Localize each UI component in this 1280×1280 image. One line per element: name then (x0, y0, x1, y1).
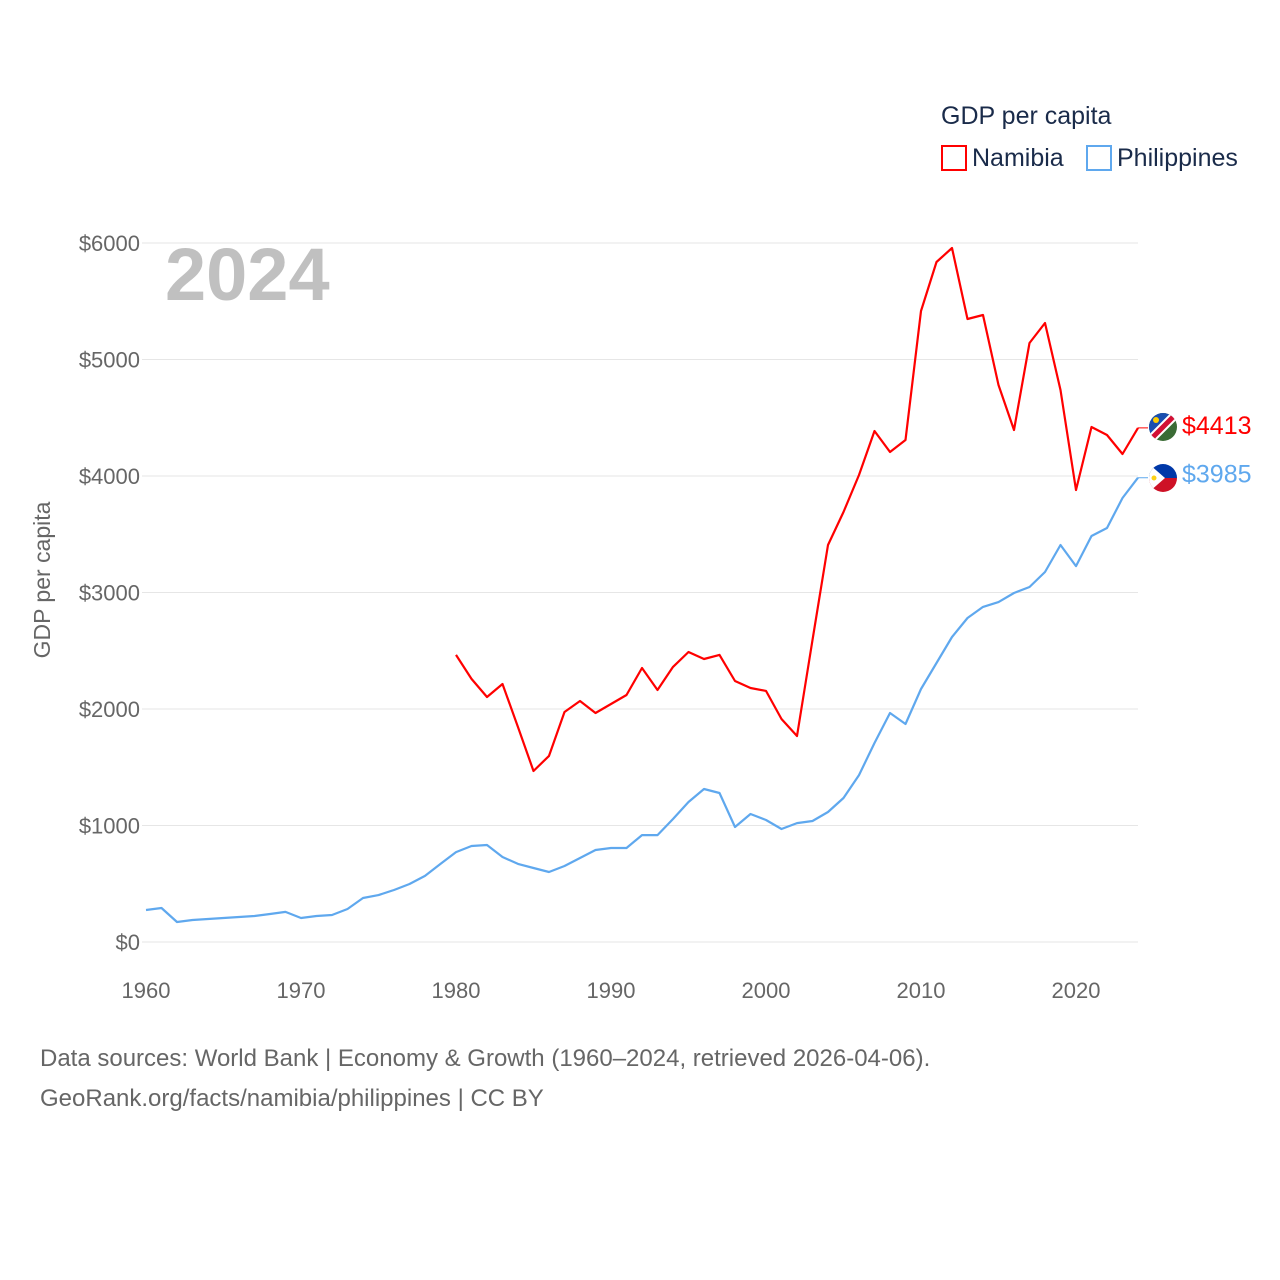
x-tick-label: 1990 (587, 978, 636, 1003)
x-tick-label: 2020 (1052, 978, 1101, 1003)
namibia-flag-icon (1149, 413, 1177, 441)
y-tick-label: $4000 (79, 464, 140, 489)
footer-link[interactable]: GeoRank.org/facts/namibia/philippines | … (40, 1085, 544, 1112)
x-tick-label: 1960 (122, 978, 171, 1003)
y-tick-label: $5000 (79, 348, 140, 373)
legend-swatch (1086, 145, 1112, 171)
grid (142, 242, 1138, 943)
end-labels: $4413 $3985 (1138, 412, 1252, 489)
philippines-flag-icon (1149, 464, 1177, 492)
legend-swatch (941, 145, 967, 171)
y-axis-label: GDP per capita (29, 501, 55, 658)
x-tick-label: 1980 (432, 978, 481, 1003)
y-tick-label: $6000 (79, 231, 140, 256)
x-tick-label: 2000 (742, 978, 791, 1003)
y-tick-label: $2000 (79, 697, 140, 722)
y-tick-label: $0 (116, 930, 140, 955)
series-lines (145, 246, 1139, 924)
year-watermark: 2024 (165, 233, 330, 316)
x-axis: 1960 1970 1980 1990 2000 2010 2020 (122, 978, 1101, 1003)
x-tick-label: 2010 (897, 978, 946, 1003)
footer-sources: Data sources: World Bank | Economy & Gro… (40, 1045, 931, 1072)
legend-label: Philippines (1117, 144, 1238, 172)
x-tick-label: 1970 (277, 978, 326, 1003)
line-namibia (455, 246, 1139, 773)
line-philippines (145, 477, 1139, 924)
y-tick-label: $1000 (79, 814, 140, 839)
y-tick-label: $3000 (79, 581, 140, 606)
legend-title: GDP per capita (941, 102, 1112, 130)
y-axis: $0 $1000 $2000 $3000 $4000 $5000 $6000 (79, 231, 140, 955)
end-value-label: $4413 (1182, 412, 1252, 440)
legend-label: Namibia (972, 144, 1064, 172)
legend: Namibia Philippines (941, 144, 1238, 172)
end-value-label: $3985 (1182, 461, 1252, 489)
